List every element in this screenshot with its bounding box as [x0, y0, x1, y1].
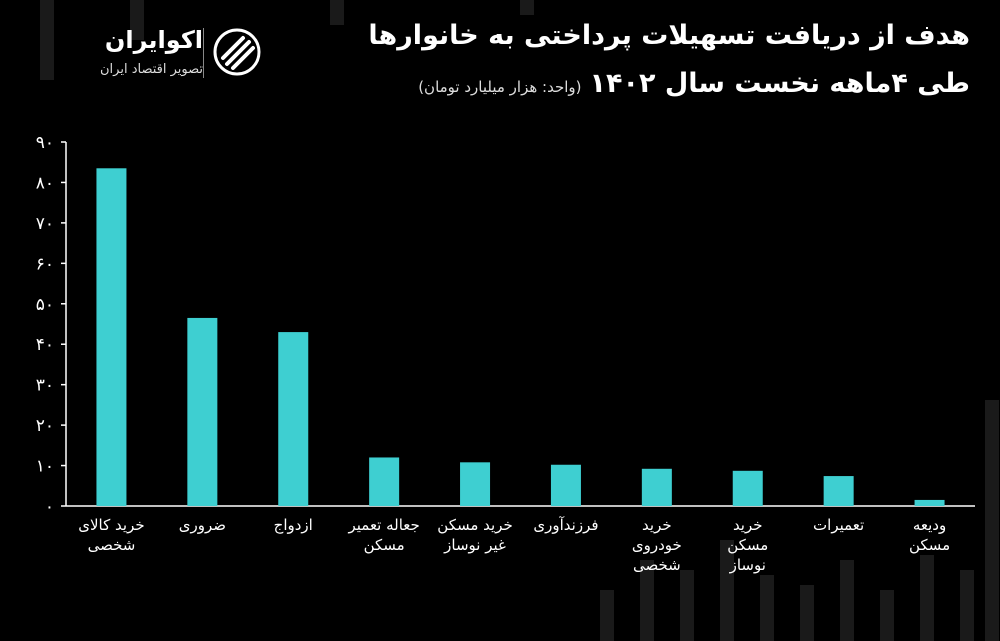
brand-logo: اکوایران تصویر اقتصاد ایران: [35, 22, 265, 86]
chart-subtitle: طی ۴ماهه نخست سال ۱۴۰۲ (واحد: هزار میلیار…: [418, 68, 970, 99]
y-tick-label: ۱۰: [36, 457, 54, 477]
x-tick-label: مسکن: [727, 536, 768, 554]
x-tick-label: ودیعه: [913, 516, 946, 534]
x-tick-label: ازدواج: [274, 516, 313, 535]
x-tick-label: غیر نوساز: [443, 536, 506, 554]
x-tick-label: جعاله تعمیر: [347, 516, 419, 534]
x-tick-label: ضروری: [179, 516, 226, 534]
bar: [460, 462, 491, 506]
chart-title: هدف از دریافت تسهیلات پرداختی به خانواره…: [368, 20, 970, 51]
y-tick-label: ۹۰: [36, 133, 54, 153]
background-bar: [880, 590, 894, 641]
y-tick-label: ۸۰: [36, 173, 54, 193]
y-tick-label: ۰: [45, 497, 54, 517]
bar: [96, 168, 127, 507]
background-bar: [800, 585, 814, 641]
background-bar: [520, 0, 534, 15]
chart-title-line2: طی ۴ماهه نخست سال ۱۴۰۲: [589, 68, 970, 99]
brand-name: اکوایران: [104, 26, 203, 54]
x-tick-label: مسکن: [364, 536, 405, 554]
x-tick-label: شخصی: [633, 556, 681, 574]
y-tick-label: ۲۰: [36, 416, 54, 436]
x-tick-label: خودروی: [632, 536, 682, 554]
x-tick-label: فرزندآوری: [533, 516, 598, 534]
bar: [550, 464, 581, 506]
bar: [914, 499, 945, 506]
x-tick-label: تعمیرات: [813, 516, 864, 534]
x-tick-label: خرید: [642, 516, 672, 534]
bar: [823, 476, 854, 506]
x-tick-label: خرید: [733, 516, 763, 534]
y-tick-label: ۷۰: [36, 214, 54, 234]
logo-separator: [203, 28, 204, 78]
bar: [369, 457, 400, 506]
background-bar: [600, 590, 614, 641]
background-bar: [840, 560, 854, 641]
bar: [187, 317, 218, 506]
y-tick-label: ۴۰: [36, 335, 54, 355]
x-tick-label: خرید مسکن: [437, 516, 512, 534]
x-tick-label: خرید کالای: [78, 516, 144, 534]
bar: [732, 470, 763, 506]
background-bar: [680, 570, 694, 641]
background-bar: [760, 575, 774, 641]
y-tick-label: ۳۰: [36, 376, 54, 396]
background-bar: [130, 0, 144, 40]
bar: [641, 468, 672, 506]
background-bar: [330, 0, 344, 25]
x-tick-label: مسکن: [909, 536, 950, 554]
ecoiran-logo-icon: [213, 28, 261, 76]
unit-note: (واحد: هزار میلیارد تومان): [418, 78, 582, 96]
y-tick-label: ۵۰: [36, 295, 54, 315]
y-tick-label: ۶۰: [36, 254, 54, 274]
background-bar: [920, 555, 934, 641]
background-bar: [640, 560, 654, 641]
x-tick-label: نوساز: [729, 556, 766, 574]
background-bar: [40, 0, 54, 80]
brand-tagline: تصویر اقتصاد ایران: [100, 62, 203, 77]
x-tick-label: شخصی: [88, 536, 136, 554]
background-bar: [720, 540, 734, 641]
background-bar: [960, 570, 974, 641]
background-bar: [985, 400, 999, 641]
bar: [278, 332, 309, 506]
